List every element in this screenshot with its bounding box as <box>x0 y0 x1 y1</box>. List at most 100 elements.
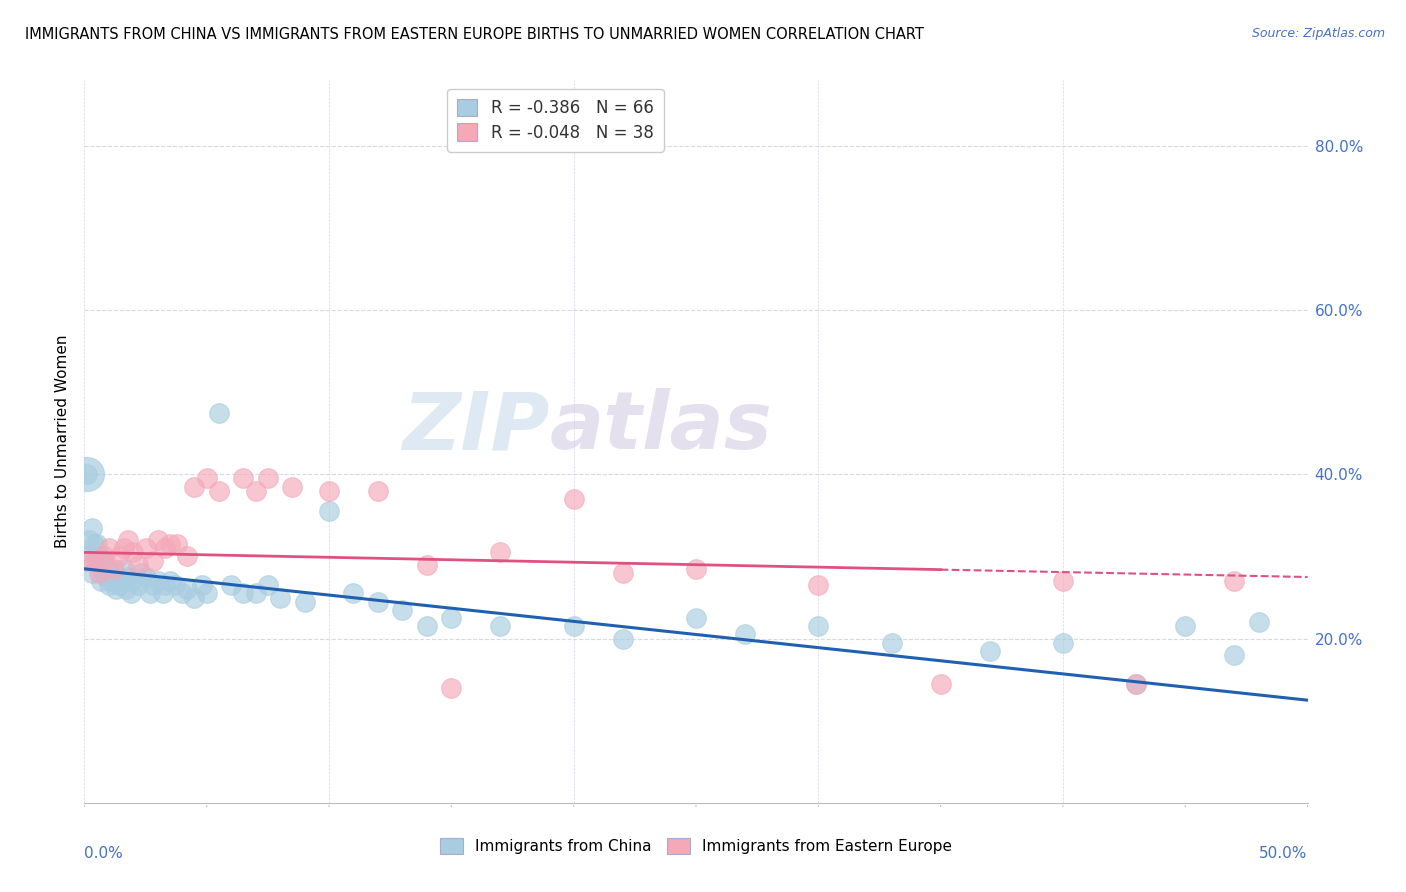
Text: IMMIGRANTS FROM CHINA VS IMMIGRANTS FROM EASTERN EUROPE BIRTHS TO UNMARRIED WOME: IMMIGRANTS FROM CHINA VS IMMIGRANTS FROM… <box>25 27 924 42</box>
Point <box>1125 677 1147 691</box>
Point <box>112 541 135 556</box>
Point <box>195 586 218 600</box>
Point <box>562 619 585 633</box>
Point <box>97 578 120 592</box>
Y-axis label: Births to Unmarried Women: Births to Unmarried Women <box>55 334 70 549</box>
Point <box>172 586 194 600</box>
Point <box>232 586 254 600</box>
Point <box>489 619 512 633</box>
Point <box>77 533 100 547</box>
Point <box>191 578 214 592</box>
Point <box>135 570 157 584</box>
Point <box>807 619 830 633</box>
Point <box>100 574 122 588</box>
Point <box>807 578 830 592</box>
Point <box>76 467 98 482</box>
Point <box>80 521 103 535</box>
Text: atlas: atlas <box>550 388 772 467</box>
Point <box>103 562 125 576</box>
Point <box>110 574 132 588</box>
Point <box>122 574 145 588</box>
Point <box>176 549 198 564</box>
Point <box>183 591 205 605</box>
Point <box>86 537 108 551</box>
Point <box>163 578 186 592</box>
Point <box>562 491 585 506</box>
Point <box>129 566 152 580</box>
Point <box>83 537 105 551</box>
Point <box>97 541 120 556</box>
Point <box>112 562 135 576</box>
Point <box>257 578 280 592</box>
Point <box>257 471 280 485</box>
Point <box>1052 636 1074 650</box>
Point <box>685 611 707 625</box>
Point <box>107 578 129 592</box>
Point <box>318 483 340 498</box>
Point <box>93 549 115 564</box>
Point <box>245 483 267 498</box>
Point <box>120 586 142 600</box>
Point <box>281 480 304 494</box>
Point <box>294 594 316 608</box>
Point <box>176 582 198 597</box>
Point <box>93 553 115 567</box>
Point <box>440 611 463 625</box>
Point <box>122 545 145 559</box>
Point <box>612 566 634 580</box>
Point <box>880 636 903 650</box>
Point <box>195 471 218 485</box>
Point <box>152 586 174 600</box>
Point <box>1125 677 1147 691</box>
Point <box>979 644 1001 658</box>
Text: ZIP: ZIP <box>402 388 550 467</box>
Point <box>107 549 129 564</box>
Point <box>87 549 110 564</box>
Point <box>1174 619 1197 633</box>
Point <box>105 582 128 597</box>
Point <box>159 574 181 588</box>
Point <box>183 480 205 494</box>
Point <box>146 533 169 547</box>
Text: Source: ZipAtlas.com: Source: ZipAtlas.com <box>1251 27 1385 40</box>
Point <box>80 566 103 580</box>
Point <box>208 406 231 420</box>
Point <box>232 471 254 485</box>
Point <box>76 553 98 567</box>
Point <box>166 537 188 551</box>
Text: 0.0%: 0.0% <box>84 847 124 861</box>
Point <box>342 586 364 600</box>
Point <box>318 504 340 518</box>
Point <box>416 619 439 633</box>
Point <box>612 632 634 646</box>
Point <box>1052 574 1074 588</box>
Point <box>90 562 112 576</box>
Point <box>685 562 707 576</box>
Point <box>245 586 267 600</box>
Point <box>367 594 389 608</box>
Point <box>489 545 512 559</box>
Point <box>146 574 169 588</box>
Point <box>208 483 231 498</box>
Point <box>1223 648 1246 662</box>
Point <box>416 558 439 572</box>
Point <box>135 541 157 556</box>
Point <box>76 549 98 564</box>
Point <box>391 603 413 617</box>
Legend: Immigrants from China, Immigrants from Eastern Europe: Immigrants from China, Immigrants from E… <box>434 832 957 860</box>
Point <box>86 553 108 567</box>
Point <box>1247 615 1270 630</box>
Point <box>97 562 120 576</box>
Point <box>367 483 389 498</box>
Point <box>87 566 110 580</box>
Point <box>76 467 98 482</box>
Point <box>159 537 181 551</box>
Point <box>734 627 756 641</box>
Point <box>103 566 125 580</box>
Point <box>127 558 149 572</box>
Point <box>153 578 176 592</box>
Point <box>153 541 176 556</box>
Point <box>929 677 952 691</box>
Point <box>117 570 139 584</box>
Point <box>115 582 138 597</box>
